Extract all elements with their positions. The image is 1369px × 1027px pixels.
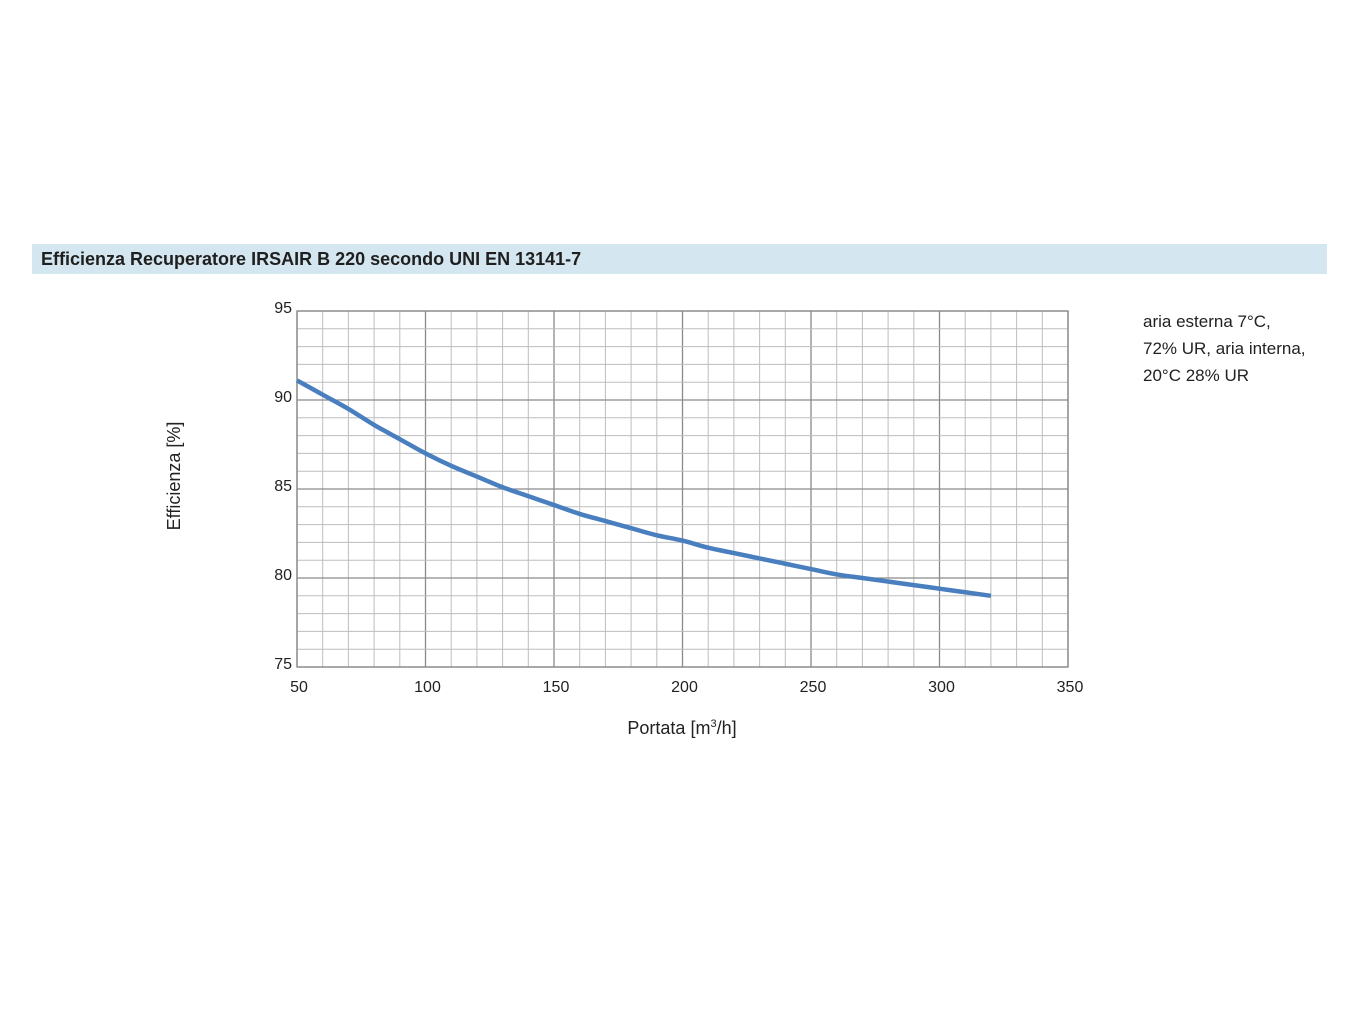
plot-frame	[296, 310, 1069, 668]
y-tick-label: 80	[274, 567, 292, 584]
note-line: aria esterna 7°C,	[1143, 312, 1271, 331]
x-tick-label: 50	[290, 679, 308, 696]
axes	[296, 310, 1069, 668]
x-axis-label-end: /h]	[717, 718, 737, 738]
y-tick-label: 75	[274, 656, 292, 673]
chart-title: Efficienza Recuperatore IRSAIR B 220 sec…	[41, 249, 582, 269]
x-axis-label-main: Portata [m	[627, 718, 710, 738]
x-tick-label: 150	[543, 679, 570, 696]
y-axis-label: Efficienza [%]	[164, 422, 184, 531]
x-tick-label: 300	[928, 679, 955, 696]
note-line: 72% UR, aria interna,	[1143, 339, 1306, 358]
grid	[296, 310, 1069, 668]
x-tick-label: 250	[800, 679, 827, 696]
test-conditions-note: aria esterna 7°C, 72% UR, aria interna, …	[1143, 308, 1306, 389]
x-tick-label: 100	[414, 679, 441, 696]
chart-title-bar: Efficienza Recuperatore IRSAIR B 220 sec…	[32, 244, 1327, 274]
x-tick-label: 200	[671, 679, 698, 696]
tick-labels: 50 100 150 200 250 300 350 75 80 85 90 95	[274, 300, 1083, 696]
x-axis-label-superscript: 3	[710, 718, 716, 730]
y-tick-label: 90	[274, 389, 292, 406]
y-tick-label: 95	[274, 300, 292, 317]
x-axis-label: Portata [m3/h]	[627, 718, 736, 738]
y-tick-label: 85	[274, 478, 292, 495]
x-tick-label: 350	[1057, 679, 1084, 696]
series-line-efficiency	[295, 378, 992, 599]
series-layer	[295, 378, 992, 599]
note-line: 20°C 28% UR	[1143, 366, 1250, 385]
